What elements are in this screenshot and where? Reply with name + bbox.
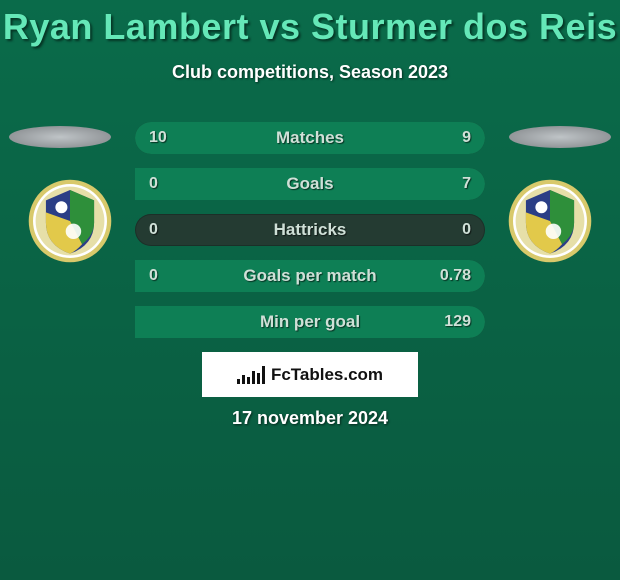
stat-row-goals-per-match: 0 Goals per match 0.78 <box>135 260 485 292</box>
stat-label: Goals per match <box>243 266 376 286</box>
stat-label: Goals <box>286 174 333 194</box>
stat-label: Min per goal <box>260 312 360 332</box>
player-silhouette-shadow-left <box>9 126 111 148</box>
stat-right-value: 0.78 <box>440 267 471 285</box>
stat-row-matches: 10 Matches 9 <box>135 122 485 154</box>
club-badge-left <box>27 178 113 264</box>
stat-row-hattricks: 0 Hattricks 0 <box>135 214 485 246</box>
bar-chart-icon <box>237 366 265 384</box>
stat-right-value: 0 <box>462 221 471 239</box>
stat-left-value: 0 <box>149 175 158 193</box>
stat-row-goals: 0 Goals 7 <box>135 168 485 200</box>
stat-left-value: 10 <box>149 129 167 147</box>
player-silhouette-shadow-right <box>509 126 611 148</box>
date-label: 17 november 2024 <box>0 408 620 429</box>
club-badge-right <box>507 178 593 264</box>
watermark-text: FcTables.com <box>271 365 383 385</box>
subtitle: Club competitions, Season 2023 <box>0 62 620 83</box>
stat-left-value: 0 <box>149 267 158 285</box>
stat-label: Hattricks <box>274 220 347 240</box>
page-title: Ryan Lambert vs Sturmer dos Reis <box>0 0 620 48</box>
stats-container: 10 Matches 9 0 Goals 7 0 Hattricks 0 0 G… <box>135 122 485 338</box>
stat-right-value: 129 <box>444 313 471 331</box>
stat-right-value: 9 <box>462 129 471 147</box>
stat-right-value: 7 <box>462 175 471 193</box>
stat-row-min-per-goal: Min per goal 129 <box>135 306 485 338</box>
stat-label: Matches <box>276 128 344 148</box>
watermark: FcTables.com <box>202 352 418 397</box>
stat-left-value: 0 <box>149 221 158 239</box>
